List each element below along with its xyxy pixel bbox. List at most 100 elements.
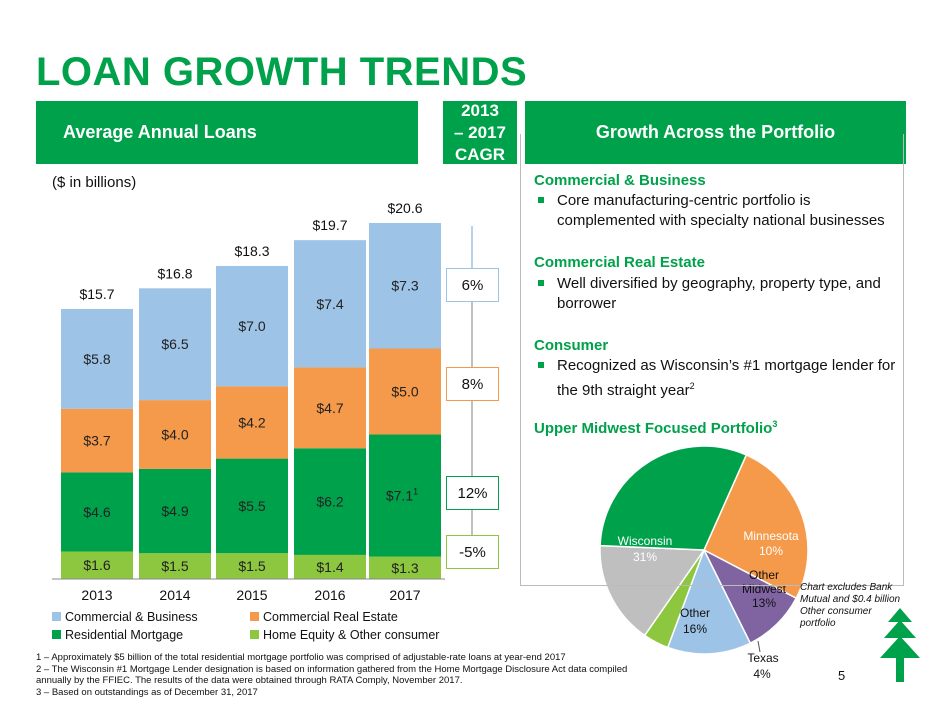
bar-2014-residential-mortgage [139,468,211,554]
pie-note: Chart excludes Bank Mutual and $0.4 bill… [800,582,901,629]
cagr-header-line-2: – 2017 [454,122,506,142]
bar-label-2015-2: $4.2 [238,414,265,430]
bar-2016-residential-mortgage [294,448,366,555]
bar-label-2015-1: $5.5 [238,498,265,514]
bar-2013-commercial-real-estate [61,408,133,473]
bar-label-2014-2: $4.0 [161,427,188,443]
commercial-real-estate-title: Commercial Real Estate [534,254,705,271]
bar-label-2013-2: $3.7 [83,433,110,449]
bar-label-2014-3: $6.5 [161,336,188,352]
pie-value-wisconsin: 31% [633,550,657,564]
legend-label-0: Commercial & Business [65,610,198,624]
bar-label-2013-0: $1.6 [83,557,110,573]
pie-slice-illinois [703,454,809,600]
upper-midwest-title-text: Upper Midwest Focused Portfolio [534,420,773,437]
bar-label-2016-0: $1.4 [316,559,343,575]
legend-label-1: Commercial Real Estate [263,610,398,624]
bar-label-2015-0: $1.5 [238,558,265,574]
pie-slice-other-midwest [666,548,752,655]
bar-label-2017-0: $1.3 [391,560,418,576]
cagr-header-line-1: 2013 [461,100,499,120]
consumer-bullet-text: Recognized as Wisconsin’s #1 mortgage le… [557,356,903,401]
footnote-ref-2: 2 [689,381,695,391]
bar-2014-commercial-business [139,288,211,401]
x-tick-2013: 2013 [81,587,112,603]
footnote-3: 3 – Based on outstandings as of December… [36,686,258,698]
bullet-square-icon [538,362,544,368]
average-annual-loans-header: Average Annual Loans [36,101,418,164]
bar-label-2017-1: $7.11 [386,487,418,504]
pie-value-minnesota: 10% [759,544,783,558]
cagr-residential-mortgage: 12% [446,476,499,510]
commercial-real-estate-bullet-text: Well diversified by geography, property … [557,275,881,312]
bar-2013-home-equity-other-consumer [61,551,133,579]
bar-total-2015: $18.3 [234,243,269,259]
bar-2016-commercial-real-estate [294,367,366,449]
bar-label-2013-1: $4.6 [83,504,110,520]
commercial-business-bullet-text: Core manufacturing-centric portfolio is … [557,192,885,229]
bar-2016-home-equity-other-consumer [294,554,366,579]
pie-value-other-midwest: 13% [752,596,776,610]
bullet-square-icon [538,197,544,203]
pie-leader-texas [757,640,761,653]
bar-2016-commercial-business [294,240,366,368]
bar-2014-home-equity-other-consumer [139,553,211,579]
pie-value-texas: 4% [753,667,771,681]
commercial-business-title: Commercial & Business [534,172,706,189]
x-tick-2014: 2014 [159,587,190,603]
pie-label-texas: Texas [747,651,778,665]
bar-2015-commercial-real-estate [216,386,288,459]
pie-label-other: Other [680,606,710,620]
footnote-1: 1 – Approximately $5 billion of the tota… [36,652,566,663]
bar-2015-commercial-business [216,265,288,387]
units-label: ($ in billions) [52,174,137,191]
bar-label-2017-2: $5.0 [391,384,418,400]
pie-label-other-midwest-1: Other [749,568,779,582]
bar-label-2016-3: $7.4 [316,296,343,312]
legend-swatch-2 [52,630,61,639]
x-tick-2017: 2017 [389,587,420,603]
cagr-header-line-3: CAGR [454,144,506,164]
legend-label-2: Residential Mortgage [65,628,183,642]
commercial-real-estate-bullet: Well diversified by geography, property … [538,274,908,314]
bar-2015-home-equity-other-consumer [216,553,288,579]
cagr-commercial-business: 6% [446,268,499,302]
growth-across-portfolio-header: Growth Across the Portfolio [525,101,906,164]
bar-2015-residential-mortgage [216,458,288,554]
cagr-header: 2013 – 2017 CAGR [443,101,517,164]
bullet-square-icon [538,280,544,286]
bar-2017-commercial-business [369,222,441,349]
bar-total-2013: $15.7 [79,286,114,302]
bar-2014-commercial-real-estate [139,400,211,469]
pie-slice-wisconsin [599,445,748,551]
x-tick-2016: 2016 [314,587,345,603]
upper-midwest-title: Upper Midwest Focused Portfolio3 [534,419,777,437]
page-title: LOAN GROWTH TRENDS [36,50,528,94]
bank-logo-icon [880,608,920,682]
legend-swatch-0 [52,612,61,621]
consumer-title: Consumer [534,337,609,354]
bar-2013-commercial-business [61,308,133,409]
bar-label-2013-3: $5.8 [83,351,110,367]
consumer-bullet: Recognized as Wisconsin’s #1 mortgage le… [538,356,903,401]
bar-2017-residential-mortgage [369,434,441,557]
pie-label-minnesota: Minnesota [743,529,799,543]
pie-value-other: 16% [683,622,707,636]
bar-label-2015-3: $7.0 [238,318,265,334]
page-number: 5 [838,668,846,683]
footnote-ref-3: 3 [772,419,778,429]
bar-label-2016-1: $6.2 [316,494,343,510]
growth-panel-border [520,134,904,586]
bar-total-2014: $16.8 [157,265,192,281]
footnote-2: 2 – The Wisconsin #1 Mortgage Lender des… [36,663,628,687]
bar-label-2016-2: $4.7 [316,400,343,416]
legend-label-3: Home Equity & Other consumer [263,628,439,642]
commercial-business-bullet: Core manufacturing-centric portfolio is … [538,191,908,231]
bar-total-2016: $19.7 [312,217,347,233]
bar-2017-home-equity-other-consumer [369,556,441,579]
bar-label-2017-3: $7.3 [391,278,418,294]
bar-label-2014-1: $4.9 [161,503,188,519]
cagr-home-equity: -5% [446,535,499,569]
consumer-bullet-body: Recognized as Wisconsin’s #1 mortgage le… [557,357,896,399]
